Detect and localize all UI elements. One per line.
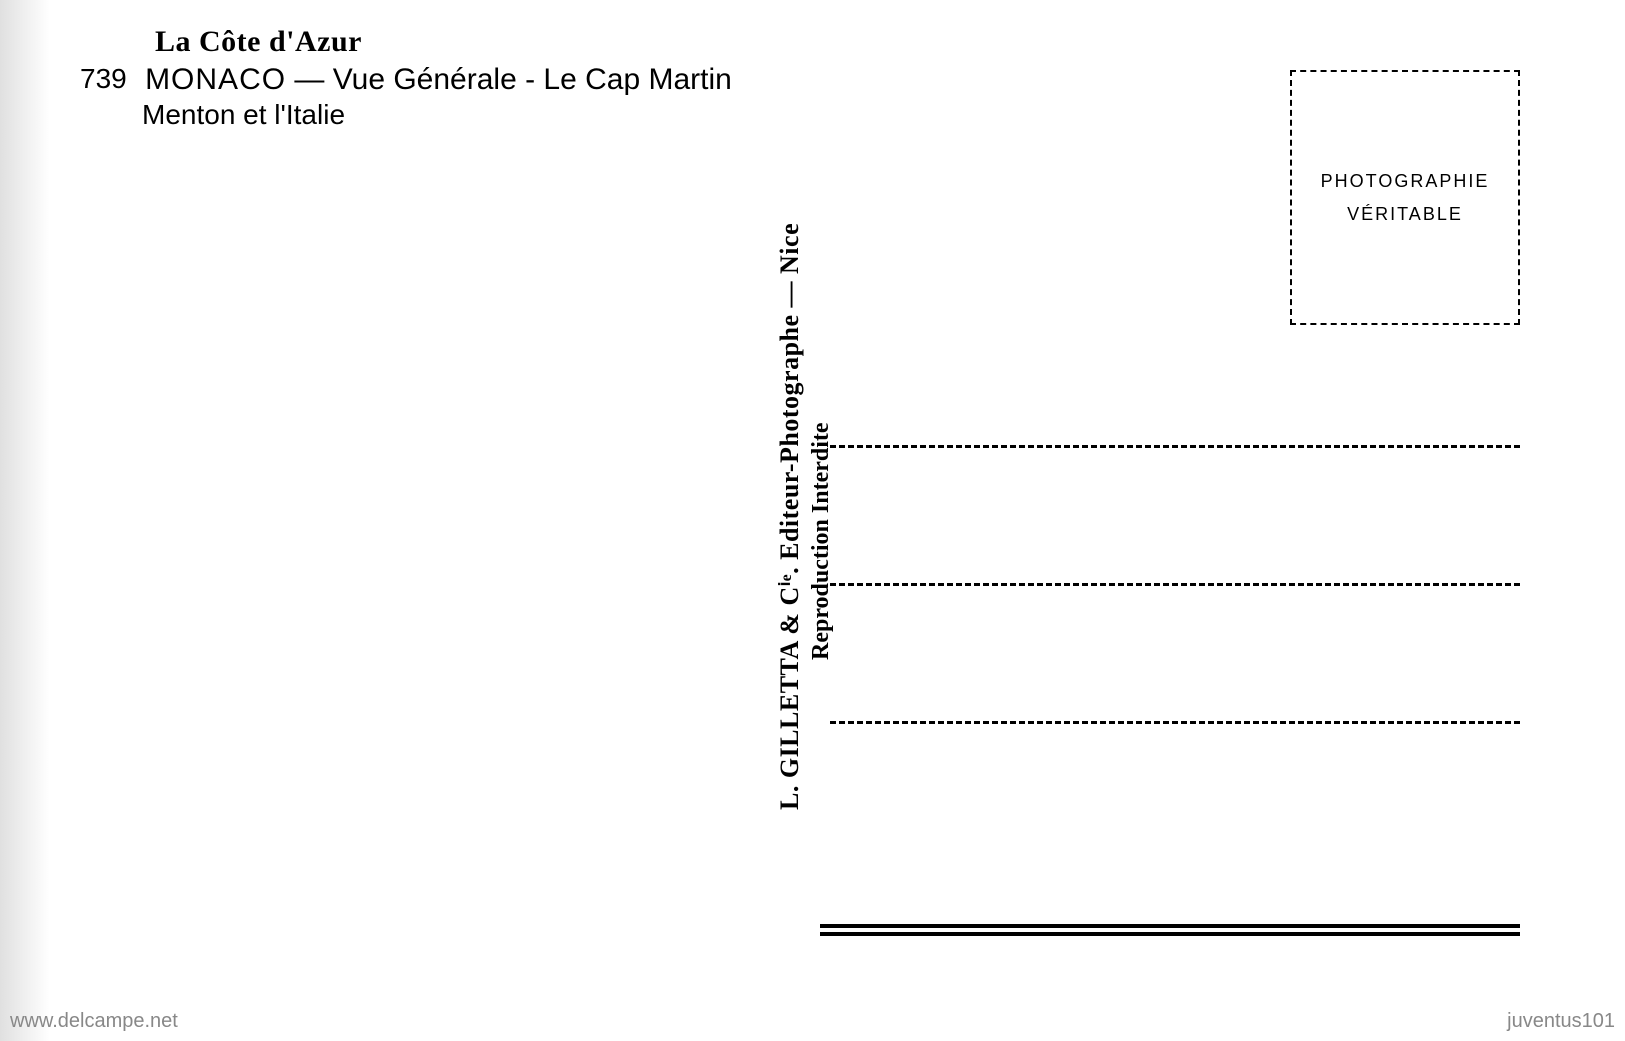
subtitle-1: Vue Générale - Le Cap Martin bbox=[333, 63, 732, 96]
subtitle-2: Menton et l'Italie bbox=[142, 99, 732, 131]
address-line-2 bbox=[830, 583, 1520, 586]
location-line: 739 MONACO — Vue Générale - Le Cap Marti… bbox=[80, 63, 732, 97]
stamp-placeholder: PHOTOGRAPHIE VÉRITABLE bbox=[1290, 70, 1520, 325]
stamp-text-1: PHOTOGRAPHIE bbox=[1321, 171, 1490, 192]
location-name: MONACO bbox=[145, 63, 286, 96]
address-line-1 bbox=[830, 445, 1520, 448]
caption-block: La Côte d'Azur 739 MONACO — Vue Générale… bbox=[80, 25, 732, 131]
address-area bbox=[830, 445, 1520, 859]
address-line-3 bbox=[830, 721, 1520, 724]
watermark-source: www.delcampe.net bbox=[10, 1010, 178, 1033]
stamp-text-2: VÉRITABLE bbox=[1347, 204, 1463, 225]
watermark-user: juventus101 bbox=[1507, 1010, 1615, 1033]
card-number: 739 bbox=[80, 63, 127, 95]
postcard-back: La Côte d'Azur 739 MONACO — Vue Générale… bbox=[0, 0, 1625, 1041]
publisher-credit: L. GILLETTA & Cⁱᵉ. Editeur-Photographe —… bbox=[775, 223, 805, 810]
region-title: La Côte d'Azur bbox=[155, 25, 732, 59]
scan-edge-left bbox=[0, 0, 50, 1041]
bottom-double-rule bbox=[820, 924, 1520, 936]
separator: — bbox=[286, 63, 333, 96]
